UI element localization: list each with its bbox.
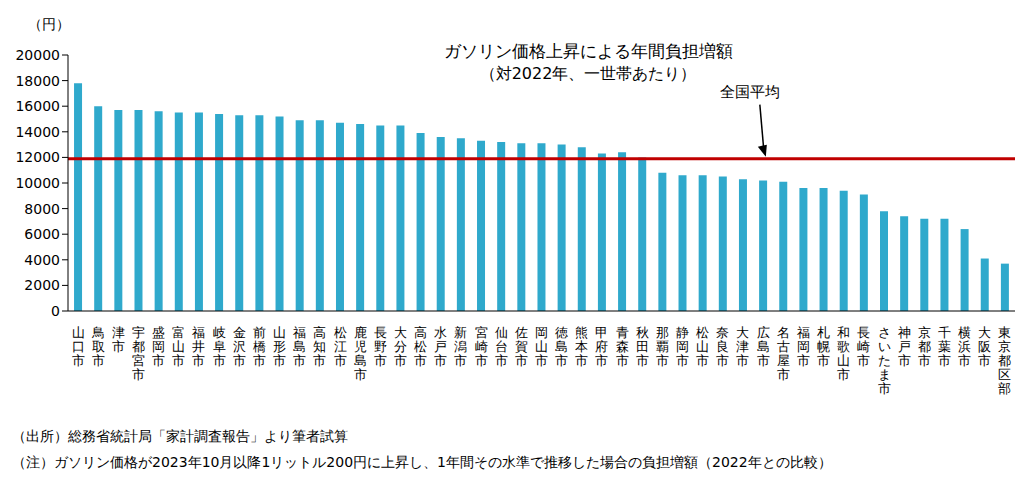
svg-text:徳島市: 徳島市 xyxy=(555,325,568,368)
svg-text:福島市: 福島市 xyxy=(293,325,306,368)
svg-text:名古屋市: 名古屋市 xyxy=(777,325,790,382)
svg-text:全国平均: 全国平均 xyxy=(720,83,780,101)
html-text:（注）ガソリン価格が2023年10月以降1リットル200円に: （注）ガソリン価格が2023年10月以降1リットル200円に上昇し、1年間その水… xyxy=(12,454,832,470)
html-text:ガソリン価格上昇による年間負担増額: ガソリン価格上昇による年間負担増額 xyxy=(443,41,733,61)
svg-text:福岡市: 福岡市 xyxy=(797,325,810,368)
svg-text:奈良市: 奈良市 xyxy=(716,325,729,368)
html-text:（対2022年、一世帯あたり）: （対2022年、一世帯あたり） xyxy=(479,64,697,83)
svg-text:札幌市: 札幌市 xyxy=(817,325,830,368)
svg-text:東京都区部: 東京都区部 xyxy=(998,325,1011,396)
svg-text:12000: 12000 xyxy=(15,149,60,165)
svg-text:宮崎市: 宮崎市 xyxy=(475,325,488,368)
svg-text:神戸市: 神戸市 xyxy=(898,325,911,368)
svg-text:さいたま市: さいたま市 xyxy=(878,325,891,396)
svg-text:秋田市: 秋田市 xyxy=(636,325,649,368)
svg-text:6000: 6000 xyxy=(24,226,60,242)
svg-text:仙台市: 仙台市 xyxy=(495,325,508,368)
svg-text:山形市: 山形市 xyxy=(273,325,286,368)
svg-text:富山市: 富山市 xyxy=(172,325,185,368)
svg-text:18000: 18000 xyxy=(15,73,60,89)
svg-text:大阪市: 大阪市 xyxy=(978,325,991,368)
svg-text:熊本市: 熊本市 xyxy=(575,325,588,368)
svg-text:10000: 10000 xyxy=(15,175,60,191)
svg-text:松江市: 松江市 xyxy=(334,325,347,368)
svg-text:2000: 2000 xyxy=(24,277,60,293)
svg-text:大津市: 大津市 xyxy=(736,325,749,368)
html-text:（円）: （円） xyxy=(28,16,70,32)
svg-text:松山市: 松山市 xyxy=(696,325,709,368)
svg-text:長崎市: 長崎市 xyxy=(857,325,870,368)
svg-text:新潟市: 新潟市 xyxy=(454,325,467,368)
svg-text:水戸市: 水戸市 xyxy=(434,325,447,368)
svg-text:盛岡市: 盛岡市 xyxy=(152,325,165,368)
svg-text:甲府市: 甲府市 xyxy=(595,325,608,368)
svg-text:高松市: 高松市 xyxy=(414,325,427,368)
svg-text:金沢市: 金沢市 xyxy=(233,325,246,368)
svg-text:那覇市: 那覇市 xyxy=(656,325,669,368)
svg-text:20000: 20000 xyxy=(15,47,60,63)
svg-text:岡山市: 岡山市 xyxy=(535,325,548,368)
svg-text:前橋市: 前橋市 xyxy=(253,325,266,368)
svg-text:佐賀市: 佐賀市 xyxy=(515,325,528,368)
svg-text:広島市: 広島市 xyxy=(757,325,770,368)
svg-text:岐阜市: 岐阜市 xyxy=(213,325,226,368)
html-text:（出所）総務省統計局「家計調査報告」より筆者試算: （出所）総務省統計局「家計調査報告」より筆者試算 xyxy=(12,428,348,444)
svg-text:宇都宮市: 宇都宮市 xyxy=(132,325,145,382)
svg-text:8000: 8000 xyxy=(24,201,60,217)
svg-text:静岡市: 静岡市 xyxy=(676,325,689,368)
svg-text:山口市: 山口市 xyxy=(72,325,85,368)
svg-text:津市: 津市 xyxy=(112,325,125,354)
svg-text:福井市: 福井市 xyxy=(192,325,205,368)
svg-text:長野市: 長野市 xyxy=(374,325,387,368)
svg-text:京都市: 京都市 xyxy=(918,325,931,368)
svg-text:鳥取市: 鳥取市 xyxy=(91,325,105,368)
svg-text:千葉市: 千葉市 xyxy=(938,325,951,368)
svg-text:14000: 14000 xyxy=(15,124,60,140)
svg-text:鹿児島市: 鹿児島市 xyxy=(354,325,367,382)
svg-text:4000: 4000 xyxy=(24,252,60,268)
svg-text:横浜市: 横浜市 xyxy=(958,325,971,368)
svg-text:0: 0 xyxy=(51,303,60,319)
svg-text:16000: 16000 xyxy=(15,98,60,114)
svg-text:青森市: 青森市 xyxy=(616,325,629,368)
svg-text:大分市: 大分市 xyxy=(394,325,407,368)
svg-text:高知市: 高知市 xyxy=(313,325,326,368)
svg-text:和歌山市: 和歌山市 xyxy=(837,325,850,382)
